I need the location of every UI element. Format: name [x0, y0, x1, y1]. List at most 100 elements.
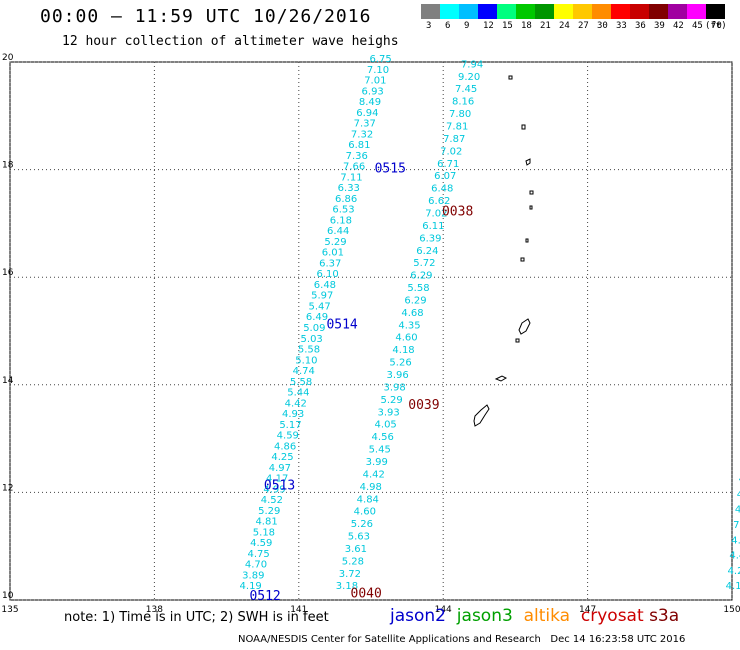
- wave-height-value: 5.09: [303, 323, 325, 334]
- wave-height-value: 5.18: [253, 527, 275, 538]
- satellite-legend: jason2 jason3 altika cryosat s3a: [390, 606, 679, 626]
- wave-height-value: 5.63: [348, 532, 370, 543]
- wave-height-value: 3.98: [383, 382, 405, 393]
- wave-height-value: 5.17: [279, 420, 301, 431]
- color-swatch: [516, 4, 535, 19]
- pass-label: 0039: [408, 398, 439, 413]
- wave-height-value: 7.36: [346, 151, 368, 162]
- color-swatch: [421, 4, 440, 19]
- wave-height-value: 6.44: [327, 226, 349, 237]
- wave-height-value: 6.93: [362, 86, 384, 97]
- color-swatch: [573, 4, 592, 19]
- color-swatch: [440, 4, 459, 19]
- wave-height-value: 6.07: [434, 171, 456, 182]
- wave-height-value: 5.58: [298, 345, 320, 356]
- wave-height-value: 7.32: [351, 129, 373, 140]
- island-outline: [520, 257, 525, 262]
- lon-label: 138: [146, 605, 163, 615]
- wave-height-value: 4.05: [375, 420, 397, 431]
- color-swatch-label: 18: [521, 21, 532, 31]
- color-swatch-label: 36: [635, 21, 646, 31]
- wave-height-value: 6.75: [369, 54, 391, 65]
- lat-label: 18: [2, 161, 14, 171]
- wave-height-value: 4.26: [728, 566, 740, 577]
- wave-height-value: 5.44: [287, 388, 309, 399]
- color-swatch-label: 9: [464, 21, 470, 31]
- wave-height-value: 7.66: [343, 162, 365, 173]
- color-swatch: [687, 4, 706, 19]
- wave-height-value: 4.18: [392, 345, 414, 356]
- color-swatch-label: 24: [559, 21, 570, 31]
- wave-height-value: 4.74: [293, 366, 315, 377]
- color-swatch-label: 42: [673, 21, 684, 31]
- wave-height-value: 4.59: [250, 538, 272, 549]
- lat-label: 20: [2, 53, 14, 63]
- wave-height-value: 7.01: [364, 76, 386, 87]
- wave-height-value: 4.42: [285, 398, 307, 409]
- pass-label: 0512: [249, 589, 280, 604]
- wave-height-value: 9.20: [458, 72, 480, 83]
- islands: [473, 75, 534, 427]
- wave-height-value: 5.03: [301, 334, 323, 345]
- wave-height-value: 4.68: [401, 308, 423, 319]
- note-text: note: 1) Time is in UTC; 2) SWH is in fe…: [64, 610, 329, 625]
- wave-height-value: 6.86: [335, 194, 357, 205]
- wave-height-value: 3.89: [242, 570, 264, 581]
- color-swatch-label: 33: [616, 21, 627, 31]
- wave-height-value: 7.81: [446, 122, 468, 133]
- color-swatch: [459, 4, 478, 19]
- wave-height-value: 4.52: [261, 495, 283, 506]
- color-swatch-label: 6: [445, 21, 451, 31]
- wave-height-value: 4.42: [363, 469, 385, 480]
- wave-height-value: 5.97: [311, 291, 333, 302]
- wave-height-value: 6.62: [428, 196, 450, 207]
- pass-label: 0040: [351, 586, 382, 601]
- wave-height-value: 4.19: [726, 581, 740, 592]
- pass-label: 0038: [442, 204, 473, 219]
- wave-height-value: 4.60: [354, 507, 376, 518]
- wave-height-value: 3.99: [366, 457, 388, 468]
- wave-height-value: 4.86: [274, 441, 296, 452]
- lon-label: 147: [579, 605, 596, 615]
- map-title: 00:00 – 11:59 UTC 10/26/2016: [40, 6, 372, 27]
- lon-label: 150: [723, 605, 740, 615]
- wave-height-value: 6.01: [322, 248, 344, 259]
- wave-height-value: 6.29: [404, 295, 426, 306]
- wave-height-value: 5.45: [369, 445, 391, 456]
- wave-height-value: 6.37: [319, 258, 341, 269]
- wave-height-value: 4.25: [271, 452, 293, 463]
- pass-labels: 0515 0514 0513 0512 0038 0039 0040: [249, 161, 473, 604]
- island-outline: [473, 404, 490, 427]
- wave-height-value: 4.59: [277, 431, 299, 442]
- color-swatch-label: 39: [654, 21, 665, 31]
- wave-height-value: 7.80: [449, 109, 471, 120]
- color-legend: 3 6 9 12 15 18 21 24 27 30 33 36 39 42 45 70 (ft): [421, 4, 729, 31]
- island-outline: [515, 338, 520, 343]
- color-swatch: [630, 4, 649, 19]
- wave-height-value: 4.56: [372, 432, 394, 443]
- wave-height-value: 3.18: [336, 581, 358, 592]
- wave-height-value: 6.33: [338, 183, 360, 194]
- color-swatch-label: 12: [483, 21, 494, 31]
- island-outline: [525, 238, 529, 243]
- wave-height-value: 5.47: [308, 301, 330, 312]
- wave-height-value: 6.49: [306, 312, 328, 323]
- wave-height-value: 4.17: [266, 474, 288, 485]
- wave-height-value: 7.37: [354, 119, 376, 130]
- wave-height-value: 3.93: [378, 407, 400, 418]
- color-swatch: [478, 4, 497, 19]
- wave-height-value: 7.94: [461, 59, 483, 70]
- satellite-legend-item: jason2: [390, 606, 457, 626]
- wave-height-value: 4.22: [731, 535, 740, 546]
- island-outline: [529, 205, 533, 210]
- island-outline: [521, 124, 526, 130]
- wave-height-value: 7.87: [443, 134, 465, 145]
- wave-height-value: 6.53: [332, 205, 354, 216]
- wave-height-value: 5.26: [389, 358, 411, 369]
- color-swatch-label: 3: [426, 21, 432, 31]
- wave-height-value: 5.29: [258, 506, 280, 517]
- color-swatch-label: 27: [578, 21, 589, 31]
- satellite-legend-item: altika: [523, 606, 581, 626]
- lat-label: 12: [2, 483, 13, 493]
